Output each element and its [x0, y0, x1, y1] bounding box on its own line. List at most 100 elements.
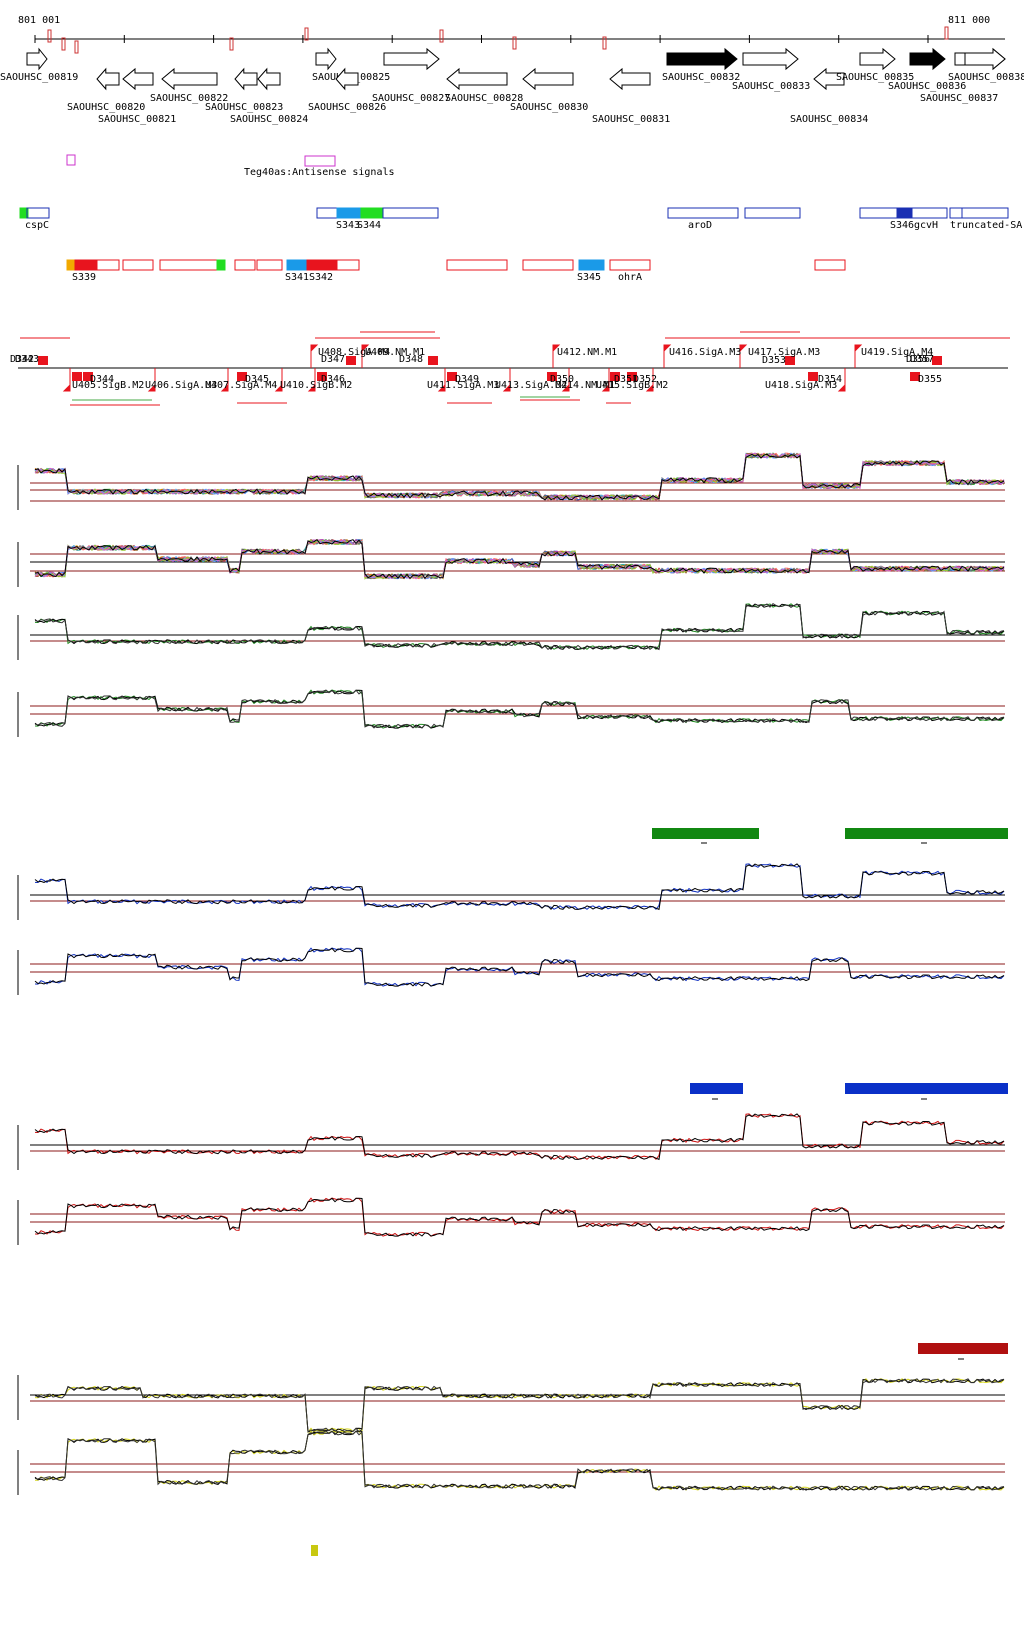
condition-bar — [845, 1083, 1008, 1094]
expression-panel — [17, 452, 1005, 510]
tss-marker — [147, 368, 156, 392]
expression-line — [34, 1430, 1005, 1491]
antisense-label: Teg40as:Antisense signals — [244, 167, 395, 178]
srna-box — [256, 259, 283, 271]
tss-marker — [561, 368, 570, 392]
condition-bar — [918, 1343, 1008, 1354]
terminator-marker — [512, 36, 517, 50]
gene-label: SAOUHSC_00826 — [308, 102, 386, 113]
terminator-marker — [602, 36, 607, 50]
gene-label: SAOUHSC_00837 — [920, 93, 998, 104]
tss-marker — [645, 368, 654, 392]
condition-bar — [652, 828, 759, 839]
expression-line — [34, 1113, 1005, 1161]
tss-label: U409.NM.M1 — [365, 347, 425, 358]
gene: SAOUHSC_00836 — [888, 47, 966, 92]
tss-label: D348 — [399, 354, 423, 365]
gene-arrow — [666, 47, 738, 71]
expression-line — [34, 539, 1005, 580]
tss-label: U406.SigA.M3 — [145, 380, 217, 391]
tss-label: D355 — [918, 374, 942, 385]
expression-line — [34, 863, 1005, 911]
terminator-marker — [439, 29, 444, 43]
gene-label: SAOUHSC_00832 — [662, 72, 740, 83]
tss-box — [547, 372, 557, 381]
srna-label: S344 — [357, 220, 381, 231]
tss-label: D345 — [245, 374, 269, 385]
terminator-marker — [944, 26, 949, 40]
gene-arrow — [522, 67, 574, 91]
srna-box — [19, 207, 29, 219]
gene-label: SAOUHSC_00821 — [98, 114, 176, 125]
terminator-marker — [304, 27, 309, 41]
tss-marker — [274, 368, 283, 392]
expression-panel — [17, 1375, 1005, 1434]
expression-panel — [17, 1197, 1005, 1245]
srna-label: S343 — [336, 220, 360, 231]
gene: SAOUHSC_00830 — [510, 67, 588, 113]
srna-label: gcvH — [914, 220, 938, 231]
gene: SAOUHSC_00826 — [308, 67, 386, 113]
gene-label: SAOUHSC_00833 — [732, 81, 810, 92]
gene-arrow — [257, 67, 281, 91]
tss-marker — [601, 368, 610, 392]
expression-line — [34, 689, 1005, 729]
gene: SAOUHSC_00838 — [948, 47, 1024, 83]
tss-label: D347 — [321, 354, 345, 365]
gene: SAOUHSC_00820 — [67, 67, 145, 113]
tss-label: D349 — [455, 374, 479, 385]
srna-label: truncated-SA — [950, 220, 1022, 231]
tss-label: D342 — [10, 354, 34, 365]
expression-line — [34, 947, 1005, 987]
srna-box — [382, 207, 439, 219]
expression-panels — [17, 452, 1008, 1556]
tss-label: D357 — [910, 354, 934, 365]
expression-panel — [17, 947, 1005, 995]
expression-line — [34, 1378, 1005, 1433]
srna-box — [961, 207, 1009, 219]
srna-box — [159, 259, 218, 271]
srna-box — [949, 207, 963, 219]
tss-label: U414.NM.M1 — [555, 380, 615, 391]
srna-label: S346 — [890, 220, 914, 231]
tss-label: U408.SigA.M4 — [318, 347, 390, 358]
tss-box — [610, 372, 620, 381]
expression-panel — [17, 602, 1005, 660]
tss-box — [428, 356, 438, 365]
gene: SAOUHSC_00819 — [0, 47, 78, 83]
srna-label: S341 — [285, 272, 309, 283]
tss-label: D350 — [550, 374, 574, 385]
condition-bar — [845, 828, 1008, 839]
condition-bar — [311, 1545, 318, 1556]
srna-label: aroD — [688, 220, 712, 231]
expression-line — [34, 603, 1005, 651]
srna-box — [122, 259, 154, 271]
gene-label: SAOUHSC_00827 — [372, 93, 450, 104]
gene-label: SAOUHSC_00836 — [888, 81, 966, 92]
expression-panel — [17, 1113, 1005, 1170]
tss-label: U412.NM.M1 — [557, 347, 617, 358]
tss-label: U415.SigB.M2 — [596, 380, 668, 391]
tss-box — [627, 372, 637, 381]
gene: SAOUHSC_00821 — [98, 67, 176, 125]
condition-bar — [690, 1083, 743, 1094]
terminator-marker — [74, 40, 79, 54]
srna-label: S345 — [577, 272, 601, 283]
srna-box — [336, 207, 362, 219]
tss-label: D351 — [614, 374, 638, 385]
tss-label: U410.SigB.M2 — [280, 380, 352, 391]
gene-arrow — [446, 67, 508, 91]
gene: SAOUHSC_00832 — [662, 47, 740, 83]
antisense-marker — [66, 154, 76, 166]
gene: SAOUHSC_00824 — [230, 67, 308, 125]
tss-box — [83, 372, 93, 381]
srna-box — [216, 259, 226, 271]
srna-box — [859, 207, 898, 219]
gene-arrow — [96, 67, 120, 91]
expression-line — [34, 1378, 1005, 1433]
tss-marker — [552, 344, 561, 368]
srna-box — [578, 259, 605, 271]
